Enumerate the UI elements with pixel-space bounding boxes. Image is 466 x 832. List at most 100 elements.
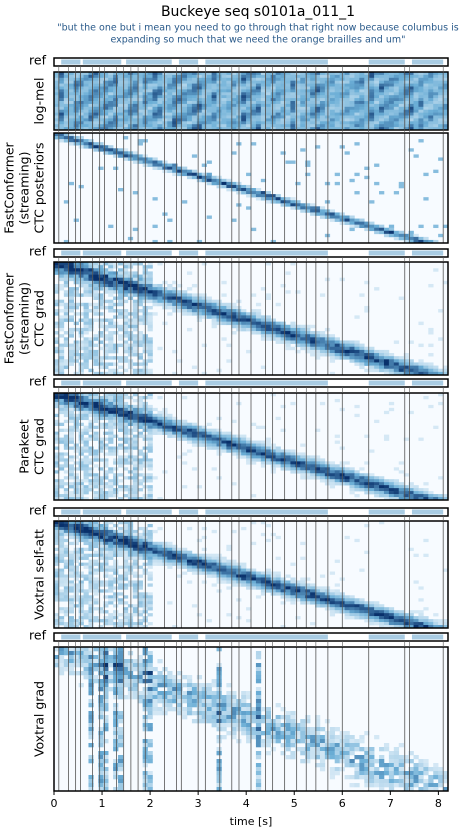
heatmap-cell	[118, 580, 124, 584]
heatmap-cell	[329, 349, 336, 354]
heatmap-cell	[221, 446, 227, 450]
heatmap-cell	[103, 101, 109, 105]
heatmap-cell	[285, 127, 291, 131]
heatmap-cell	[108, 488, 114, 492]
heatmap-cell	[374, 92, 380, 96]
heatmap-cell	[162, 74, 168, 79]
heatmap-cell	[270, 589, 276, 593]
heatmap-cell	[98, 112, 104, 116]
heatmap-cell	[251, 101, 257, 105]
heatmap-cell	[374, 74, 380, 79]
heatmap-cell	[216, 74, 222, 79]
heatmap-cell	[251, 83, 257, 87]
heatmap-cell	[58, 343, 65, 348]
heatmap-cell	[270, 452, 276, 456]
heatmap-cell	[147, 491, 153, 495]
heatmap-cell	[315, 89, 321, 93]
ref-segment	[126, 59, 172, 65]
heatmap-cell	[344, 346, 350, 351]
heatmap-cell	[98, 148, 104, 152]
heatmap-cell	[73, 526, 79, 531]
heatmap-cell	[300, 443, 306, 447]
heatmap-cell	[63, 331, 70, 335]
heatmap-cell	[383, 106, 390, 110]
heatmap-cell	[58, 124, 65, 128]
heatmap-cell	[383, 353, 390, 357]
heatmap-cell	[310, 209, 316, 213]
heatmap-cell	[344, 535, 350, 540]
heatmap-cell	[137, 343, 143, 348]
heatmap-cell	[433, 101, 439, 105]
heatmap-cell	[172, 293, 178, 297]
heatmap-cell	[280, 112, 286, 116]
heatmap-cell	[379, 604, 385, 608]
heatmap-cell	[122, 550, 129, 554]
heatmap-cell	[295, 203, 301, 207]
heatmap-cell	[359, 568, 365, 572]
heatmap-cell	[319, 112, 326, 116]
heatmap-cell	[344, 106, 350, 110]
heatmap-cell	[54, 485, 60, 489]
heatmap-cell	[113, 277, 119, 282]
heatmap-cell	[433, 169, 439, 174]
heatmap-cell	[364, 356, 370, 360]
heatmap-cell	[290, 449, 296, 453]
heatmap-cell	[103, 362, 109, 366]
heatmap-cell	[63, 139, 70, 143]
heatmap-cell	[349, 101, 355, 105]
heatmap-cell	[383, 230, 390, 235]
heatmap-cell	[383, 80, 390, 84]
heatmap-cell	[290, 324, 296, 329]
heatmap-cell	[196, 115, 203, 119]
heatmap-cell	[157, 293, 163, 297]
heatmap-cell	[78, 101, 84, 105]
heatmap-cell	[231, 106, 237, 110]
heatmap-cell	[393, 356, 400, 360]
heatmap-cell	[98, 589, 104, 593]
heatmap-cell	[132, 574, 139, 578]
heatmap-cell	[260, 92, 267, 96]
heatmap-cell	[275, 118, 281, 122]
heatmap-cell	[78, 485, 84, 489]
heatmap-cell	[344, 103, 350, 108]
heatmap-cell	[83, 547, 89, 552]
heatmap-cell	[349, 95, 355, 99]
heatmap-cell	[216, 449, 222, 453]
heatmap-cell	[315, 209, 321, 213]
heatmap-cell	[211, 106, 217, 110]
heatmap-cell	[137, 449, 143, 453]
heatmap-cell	[379, 224, 385, 229]
heatmap-cell	[408, 239, 414, 244]
heatmap-cell	[172, 77, 178, 81]
heatmap-cell	[68, 416, 74, 421]
x-axis-label: time [s]	[230, 815, 273, 828]
heatmap-cell	[103, 112, 109, 116]
heatmap-cell	[206, 556, 212, 560]
heatmap-cell	[98, 277, 104, 282]
heatmap-cell	[201, 109, 207, 113]
heatmap-cell	[78, 318, 84, 322]
heatmap-cell	[251, 191, 257, 195]
heatmap-cell	[246, 77, 252, 81]
heatmap-cell	[319, 209, 326, 213]
heatmap-cell	[300, 324, 306, 329]
heatmap-cell	[172, 163, 178, 167]
heatmap-cell	[162, 98, 168, 102]
heatmap-cell	[408, 83, 414, 87]
heatmap-cell	[191, 293, 198, 297]
heatmap-cell	[113, 124, 119, 128]
heatmap-cell	[83, 127, 89, 131]
heatmap-cell	[231, 77, 237, 81]
heatmap-cell	[122, 488, 129, 492]
heatmap-cell	[246, 452, 252, 456]
heatmap-cell	[58, 458, 65, 462]
heatmap-cell	[68, 118, 74, 122]
heatmap-cell	[162, 431, 168, 435]
heatmap-cell	[408, 482, 414, 486]
heatmap-cell	[88, 541, 94, 546]
heatmap-cell	[334, 482, 340, 486]
heatmap-cell	[231, 92, 237, 96]
heatmap-cell	[63, 589, 70, 593]
heatmap-cell	[388, 109, 395, 113]
heatmap-cell	[113, 449, 119, 453]
